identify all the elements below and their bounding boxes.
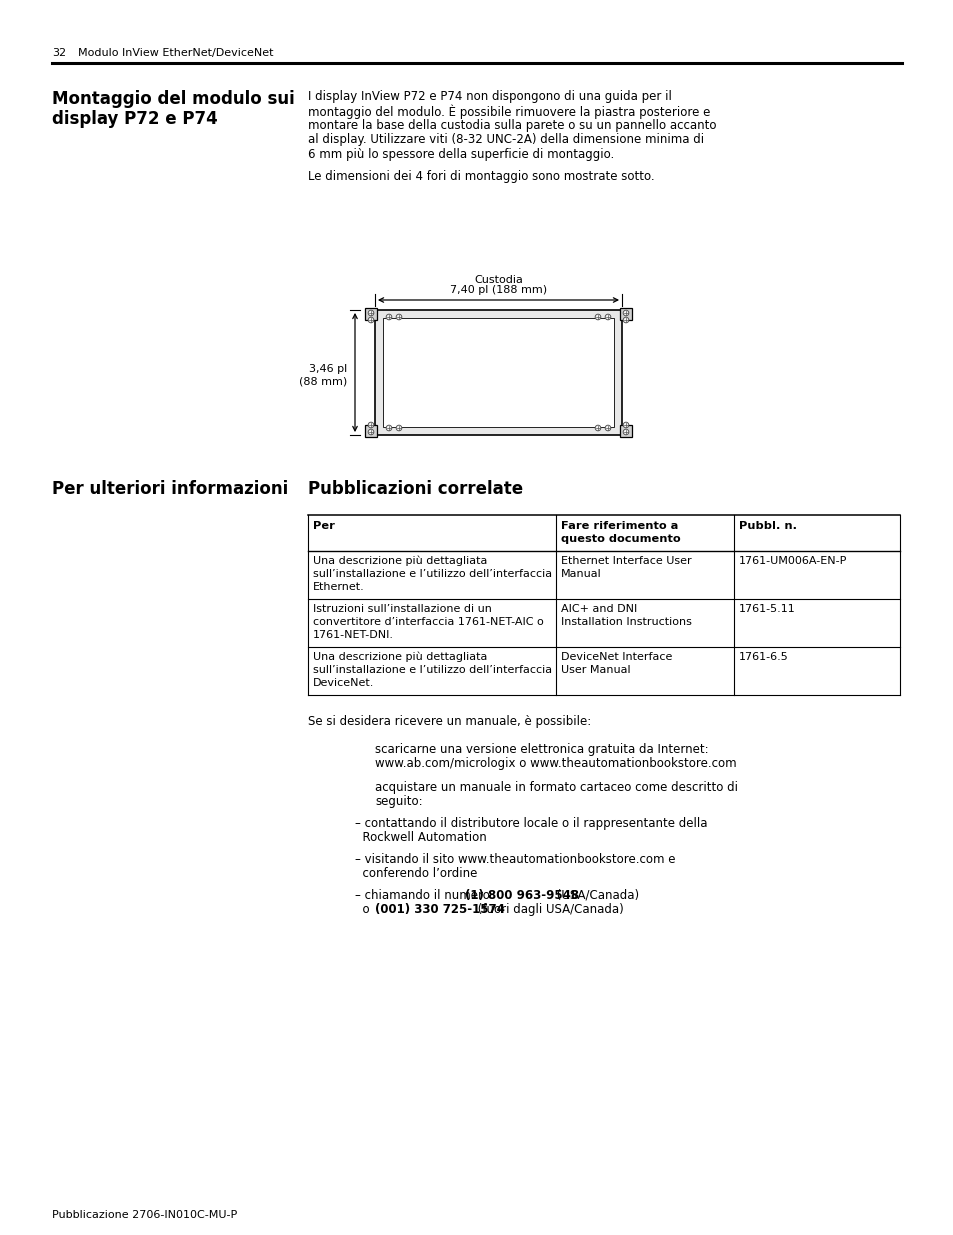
Bar xyxy=(619,308,631,320)
Text: Istruzioni sull’installazione di un: Istruzioni sull’installazione di un xyxy=(313,604,492,614)
Circle shape xyxy=(622,430,628,435)
Text: montaggio del modulo. È possibile rimuovere la piastra posteriore e: montaggio del modulo. È possibile rimuov… xyxy=(308,105,710,119)
Text: Le dimensioni dei 4 fori di montaggio sono mostrate sotto.: Le dimensioni dei 4 fori di montaggio so… xyxy=(308,170,654,183)
Text: Montaggio del modulo sui: Montaggio del modulo sui xyxy=(52,90,294,107)
Text: (1) 800 963-9548: (1) 800 963-9548 xyxy=(464,889,578,902)
Text: 6 mm più lo spessore della superficie di montaggio.: 6 mm più lo spessore della superficie di… xyxy=(308,148,614,161)
Text: sull’installazione e l’utilizzo dell’interfaccia: sull’installazione e l’utilizzo dell’int… xyxy=(313,569,552,579)
Bar xyxy=(382,317,614,427)
Text: Pubblicazioni correlate: Pubblicazioni correlate xyxy=(308,480,522,498)
Text: Pubblicazione 2706-IN010C-MU-P: Pubblicazione 2706-IN010C-MU-P xyxy=(52,1210,237,1220)
Text: Ethernet Interface User: Ethernet Interface User xyxy=(560,556,691,566)
Circle shape xyxy=(368,310,374,316)
Text: www.ab.com/micrologix o www.theautomationbookstore.com: www.ab.com/micrologix o www.theautomatio… xyxy=(375,757,736,769)
Text: Pubbl. n.: Pubbl. n. xyxy=(739,521,796,531)
Text: 3,46 pl: 3,46 pl xyxy=(309,364,347,374)
Text: (001) 330 725-1574: (001) 330 725-1574 xyxy=(375,903,504,916)
Text: – contattando il distributore locale o il rappresentante della: – contattando il distributore locale o i… xyxy=(355,818,707,830)
Bar xyxy=(375,310,621,435)
Text: Una descrizione più dettagliata: Una descrizione più dettagliata xyxy=(313,556,487,567)
Text: (88 mm): (88 mm) xyxy=(298,377,347,387)
Text: convertitore d’interfaccia 1761-NET-AIC o: convertitore d’interfaccia 1761-NET-AIC … xyxy=(313,618,543,627)
Circle shape xyxy=(622,310,628,316)
Text: Modulo InView EtherNet/DeviceNet: Modulo InView EtherNet/DeviceNet xyxy=(78,48,274,58)
Text: Per ulteriori informazioni: Per ulteriori informazioni xyxy=(52,480,288,498)
Text: Una descrizione più dettagliata: Una descrizione più dettagliata xyxy=(313,652,487,662)
Text: Installation Instructions: Installation Instructions xyxy=(560,618,691,627)
Text: display P72 e P74: display P72 e P74 xyxy=(52,110,217,128)
Text: Manual: Manual xyxy=(560,569,601,579)
Text: DeviceNet Interface: DeviceNet Interface xyxy=(560,652,672,662)
Text: AIC+ and DNI: AIC+ and DNI xyxy=(560,604,637,614)
Circle shape xyxy=(604,425,610,431)
Bar xyxy=(365,308,376,320)
Text: 7,40 pl (188 mm): 7,40 pl (188 mm) xyxy=(450,285,546,295)
Text: seguito:: seguito: xyxy=(375,795,422,808)
Text: 1761-UM006A-EN-P: 1761-UM006A-EN-P xyxy=(739,556,846,566)
Text: sull’installazione e l’utilizzo dell’interfaccia: sull’installazione e l’utilizzo dell’int… xyxy=(313,664,552,676)
Text: Custodia: Custodia xyxy=(474,275,522,285)
Circle shape xyxy=(622,317,628,322)
Text: 1761-6.5: 1761-6.5 xyxy=(739,652,788,662)
Text: Ethernet.: Ethernet. xyxy=(313,582,364,592)
Text: Se si desidera ricevere un manuale, è possibile:: Se si desidera ricevere un manuale, è po… xyxy=(308,715,591,727)
Text: (fuori dagli USA/Canada): (fuori dagli USA/Canada) xyxy=(474,903,623,916)
Circle shape xyxy=(386,314,392,320)
Text: I display InView P72 e P74 non dispongono di una guida per il: I display InView P72 e P74 non dispongon… xyxy=(308,90,671,103)
Text: al display. Utilizzare viti (8-32 UNC-2A) della dimensione minima di: al display. Utilizzare viti (8-32 UNC-2A… xyxy=(308,133,703,147)
Text: conferendo l’ordine: conferendo l’ordine xyxy=(355,867,476,881)
Circle shape xyxy=(368,317,374,322)
Text: Per: Per xyxy=(313,521,335,531)
Text: User Manual: User Manual xyxy=(560,664,630,676)
Bar xyxy=(619,425,631,437)
Text: DeviceNet.: DeviceNet. xyxy=(313,678,374,688)
Text: 1761-NET-DNI.: 1761-NET-DNI. xyxy=(313,630,394,640)
Circle shape xyxy=(368,422,374,427)
Bar xyxy=(365,425,376,437)
Circle shape xyxy=(395,314,401,320)
Text: Fare riferimento a: Fare riferimento a xyxy=(560,521,678,531)
Text: o: o xyxy=(355,903,373,916)
Text: – chiamando il numero: – chiamando il numero xyxy=(355,889,493,902)
Text: acquistare un manuale in formato cartaceo come descritto di: acquistare un manuale in formato cartace… xyxy=(375,781,738,794)
Circle shape xyxy=(386,425,392,431)
Text: scaricarne una versione elettronica gratuita da Internet:: scaricarne una versione elettronica grat… xyxy=(375,743,708,756)
Circle shape xyxy=(595,314,600,320)
Text: 32: 32 xyxy=(52,48,66,58)
Text: questo documento: questo documento xyxy=(560,534,679,543)
Circle shape xyxy=(622,422,628,427)
Text: montare la base della custodia sulla parete o su un pannello accanto: montare la base della custodia sulla par… xyxy=(308,119,716,132)
Text: – visitando il sito www.theautomationbookstore.com e: – visitando il sito www.theautomationboo… xyxy=(355,853,675,866)
Text: (USA/Canada): (USA/Canada) xyxy=(553,889,639,902)
Circle shape xyxy=(395,425,401,431)
Circle shape xyxy=(595,425,600,431)
Circle shape xyxy=(368,430,374,435)
Text: Rockwell Automation: Rockwell Automation xyxy=(355,831,486,844)
Circle shape xyxy=(604,314,610,320)
Text: 1761-5.11: 1761-5.11 xyxy=(739,604,795,614)
